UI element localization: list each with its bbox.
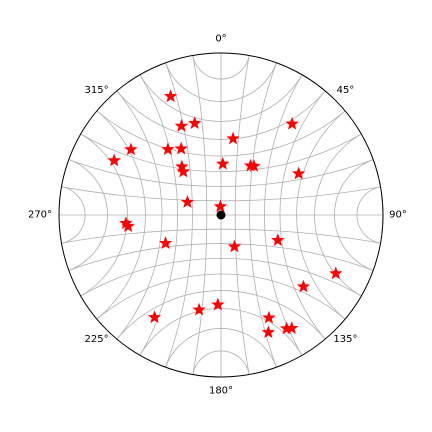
data-points [107, 89, 343, 339]
data-point-star [329, 266, 343, 280]
small-circle-gridline [59, 53, 383, 172]
small-circle-gridline [59, 53, 383, 157]
data-point-star [226, 131, 240, 145]
data-point-star [107, 153, 121, 167]
data-point-star [291, 166, 306, 180]
data-point-star [247, 159, 261, 172]
data-point-star [262, 310, 276, 324]
great-circle-gridline [59, 53, 178, 377]
small-circle-gridline [84, 290, 358, 377]
small-circle-gridline [59, 273, 383, 377]
small-circle-gridline [192, 350, 250, 377]
data-point-star [211, 297, 225, 311]
data-point-star [121, 219, 135, 233]
data-point-star [163, 89, 178, 103]
azimuth-label: 180° [209, 386, 233, 397]
small-circle-gridline [59, 228, 383, 377]
data-point-star [174, 119, 189, 132]
data-point-star [216, 156, 230, 170]
primitive-circle [58, 52, 384, 378]
data-point-star [174, 141, 188, 155]
small-circle-gridline [84, 53, 358, 140]
azimuth-label: 315° [85, 85, 109, 96]
azimuth-label: 45° [337, 85, 355, 96]
small-circle-gridline [127, 53, 315, 122]
data-point-star [285, 321, 299, 334]
data-point-star [192, 302, 206, 316]
data-point-star [296, 279, 311, 293]
data-point-star [161, 142, 175, 156]
small-circle-gridline [192, 53, 250, 80]
small-circle-gridline [59, 258, 383, 377]
small-circle-gridline [161, 328, 281, 377]
azimuth-label: 135° [333, 334, 357, 345]
data-point-star [285, 116, 299, 130]
data-point-star [158, 236, 173, 249]
small-circle-gridline [59, 53, 383, 187]
azimuth-label: 0° [215, 34, 226, 45]
data-point-star [147, 310, 162, 324]
small-circle-gridline [161, 53, 281, 102]
data-point-star [180, 195, 195, 208]
data-point-star [271, 233, 285, 247]
azimuth-labels: 0° 45° 90° 135° 180° 225° 270° 315° [28, 34, 407, 397]
data-point-star [124, 142, 138, 156]
data-point-star [187, 116, 202, 129]
data-point-star [261, 325, 276, 339]
data-point-star [227, 239, 242, 253]
azimuth-label: 270° [28, 210, 52, 221]
data-point-star [213, 199, 228, 213]
azimuth-label: 90° [389, 210, 407, 221]
azimuth-label: 225° [85, 334, 109, 345]
data-point-star [175, 159, 189, 173]
small-circle-gridline [59, 53, 383, 202]
small-circle-gridline [59, 243, 383, 377]
center-point-marker [216, 210, 226, 220]
